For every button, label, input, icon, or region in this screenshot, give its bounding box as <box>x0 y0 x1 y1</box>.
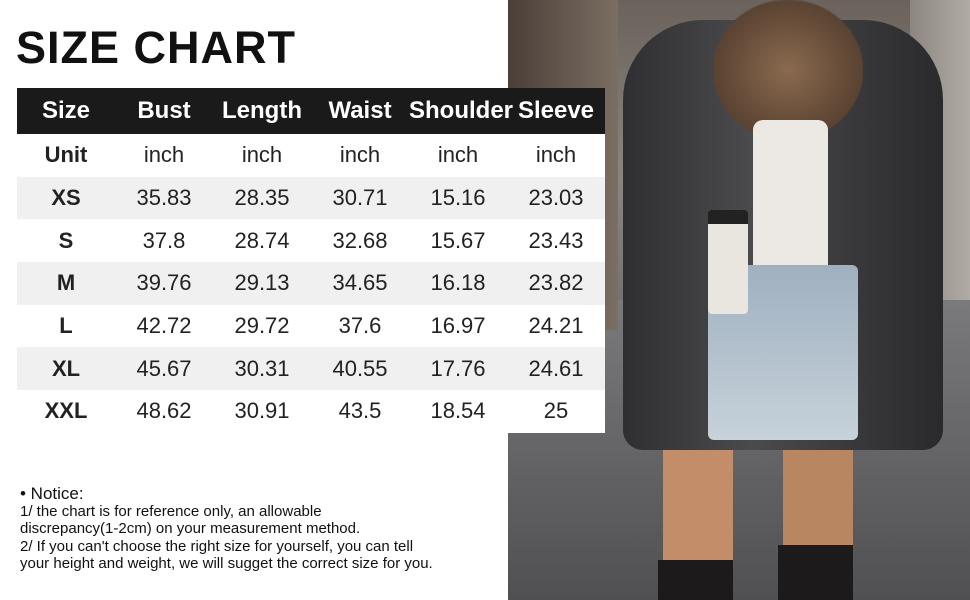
notice: • Notice: 1/ the chart is for reference … <box>20 485 433 573</box>
size-label: XXL <box>17 390 115 433</box>
measurement-cell: 24.61 <box>507 347 605 391</box>
size-label: Unit <box>17 134 115 177</box>
measurement-cell: 23.82 <box>507 262 605 305</box>
size-label: L <box>17 304 115 348</box>
table-row: Unit inch inch inch inch inch <box>17 134 605 177</box>
measurement-cell: 29.72 <box>213 304 311 348</box>
measurement-cell: inch <box>213 134 311 177</box>
measurement-cell: 16.97 <box>409 304 507 348</box>
size-label: XS <box>17 176 115 220</box>
notice-heading: • Notice: <box>20 484 84 503</box>
size-label: S <box>17 219 115 263</box>
size-label: XL <box>17 347 115 391</box>
table-row: L 42.72 29.72 37.6 16.97 24.21 <box>17 304 605 348</box>
notice-line: discrepancy(1-2cm) on your measurement m… <box>20 520 361 537</box>
measurement-cell: 43.5 <box>311 390 409 433</box>
measurement-cell: inch <box>115 134 213 177</box>
col-header: Bust <box>115 88 213 134</box>
measurement-cell: 23.03 <box>507 176 605 220</box>
measurement-cell: 37.8 <box>115 219 213 263</box>
measurement-cell: inch <box>507 134 605 177</box>
measurement-cell: 48.62 <box>115 390 213 433</box>
coffee-cup-icon <box>708 210 748 314</box>
measurement-cell: 16.18 <box>409 262 507 305</box>
measurement-cell: 29.13 <box>213 262 311 305</box>
model-photo <box>508 0 970 600</box>
col-header: Waist <box>311 88 409 134</box>
col-header: Length <box>213 88 311 134</box>
measurement-cell: 40.55 <box>311 347 409 391</box>
table-row: XS 35.83 28.35 30.71 15.16 23.03 <box>17 176 605 220</box>
measurement-cell: 34.65 <box>311 262 409 305</box>
measurement-cell: 35.83 <box>115 176 213 220</box>
measurement-cell: 24.21 <box>507 304 605 348</box>
table-row: XXL 48.62 30.91 43.5 18.54 25 <box>17 390 605 433</box>
col-header: Shoulder <box>409 88 513 134</box>
measurement-cell: 30.71 <box>311 176 409 220</box>
measurement-cell: 18.54 <box>409 390 507 433</box>
measurement-cell: 45.67 <box>115 347 213 391</box>
size-table: Size Bust Length Waist Shoulder Sleeve U… <box>17 88 605 433</box>
measurement-cell: 15.67 <box>409 219 507 263</box>
measurement-cell: 25 <box>507 390 605 433</box>
table-row: S 37.8 28.74 32.68 15.67 23.43 <box>17 219 605 263</box>
measurement-cell: 39.76 <box>115 262 213 305</box>
measurement-cell: 42.72 <box>115 304 213 348</box>
col-header: Sleeve <box>507 88 605 134</box>
header-row: Size Bust Length Waist Shoulder Sleeve <box>17 88 605 134</box>
page-title: SIZE CHART <box>16 22 296 73</box>
measurement-cell: 30.91 <box>213 390 311 433</box>
measurement-cell: 15.16 <box>409 176 507 220</box>
measurement-cell: 30.31 <box>213 347 311 391</box>
measurement-cell: 23.43 <box>507 219 605 263</box>
table-row: XL 45.67 30.31 40.55 17.76 24.61 <box>17 347 605 391</box>
notice-line: 2/ If you can't choose the right size fo… <box>20 537 414 555</box>
measurement-cell: 32.68 <box>311 219 409 263</box>
table-row: M 39.76 29.13 34.65 16.18 23.82 <box>17 262 605 305</box>
measurement-cell: 28.35 <box>213 176 311 220</box>
measurement-cell: 17.76 <box>409 347 507 391</box>
col-header: Size <box>17 88 115 134</box>
measurement-cell: 28.74 <box>213 219 311 263</box>
measurement-cell: inch <box>409 134 507 177</box>
notice-line: 1/ the chart is for reference only, an a… <box>20 502 322 520</box>
notice-line: your height and weight, we will sugget t… <box>20 555 433 572</box>
measurement-cell: inch <box>311 134 409 177</box>
measurement-cell: 37.6 <box>311 304 409 348</box>
size-label: M <box>17 262 115 305</box>
